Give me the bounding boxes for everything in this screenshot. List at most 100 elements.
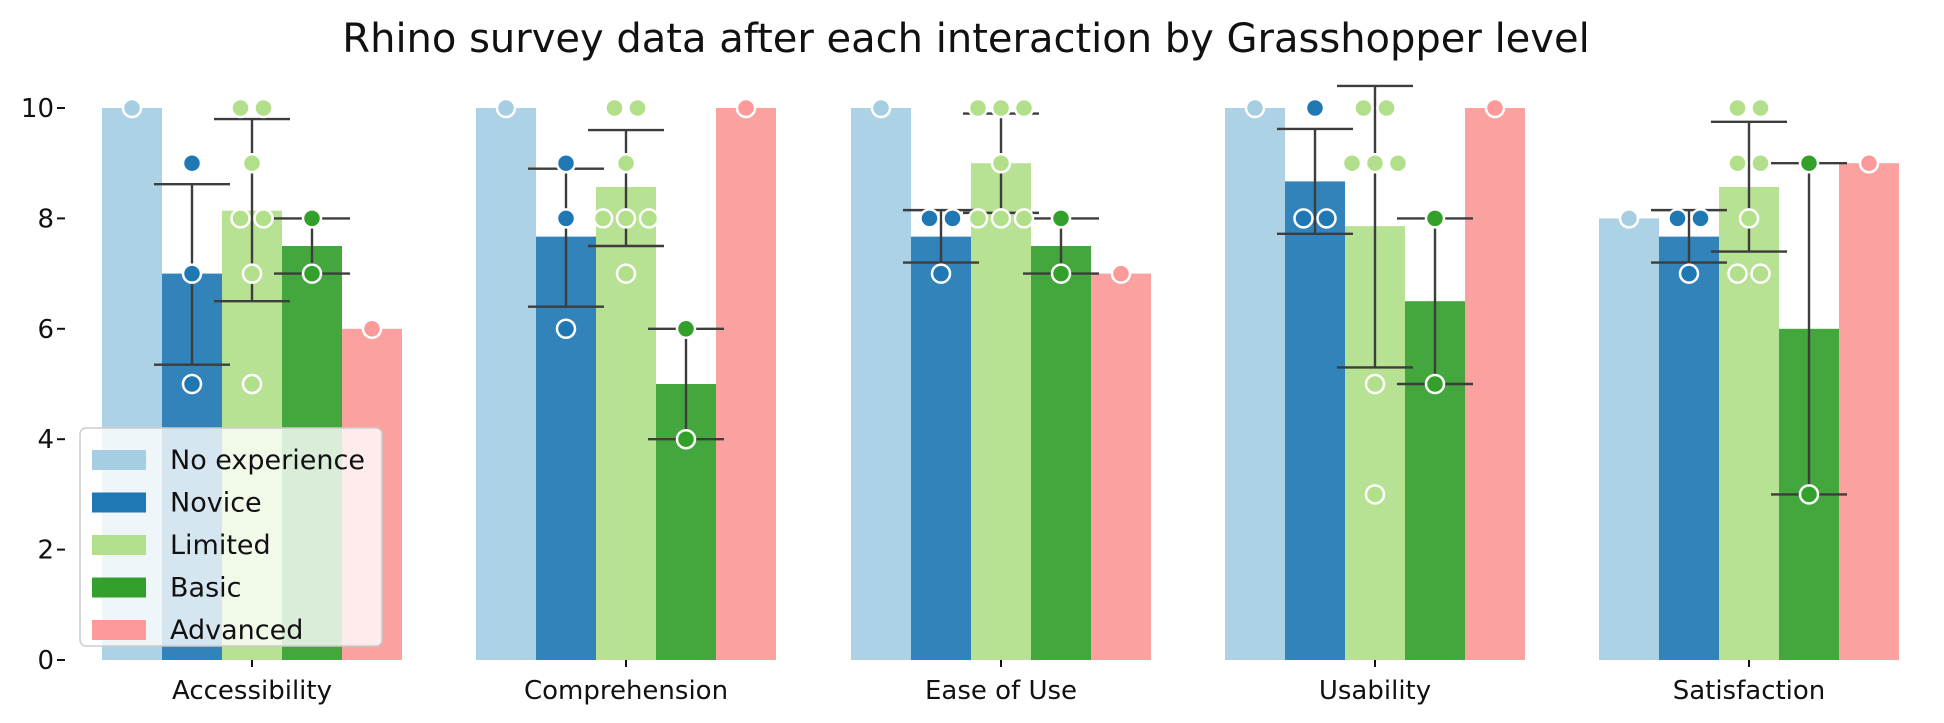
data-point [990,152,1012,174]
data-point [555,318,577,340]
legend-swatch [92,492,146,513]
bar [1465,108,1525,660]
data-point [1727,97,1748,119]
data-point [675,318,697,340]
data-point [495,97,517,119]
bar [1839,163,1899,660]
data-point [241,373,263,395]
data-point [241,152,263,174]
data-point [230,208,251,229]
data-point [555,152,577,174]
bar [851,108,911,660]
data-point [1050,208,1072,229]
x-tick-label: Accessibility [172,676,332,706]
x-tick-label: Usability [1319,676,1431,706]
data-point [615,152,637,174]
data-point [627,97,648,119]
data-point [181,373,203,395]
bar [971,163,1031,660]
data-point [253,97,274,119]
data-point [967,208,989,229]
data-point [121,97,143,119]
y-tick-label: 10 [21,94,54,124]
data-point [1316,208,1337,229]
x-tick-label: Comprehension [524,676,728,706]
data-point [181,152,203,174]
data-point [1750,97,1771,119]
y-tick-label: 6 [37,315,54,345]
data-point [930,263,952,284]
bar [596,186,656,660]
data-point [1353,97,1374,119]
legend-label: Advanced [170,615,303,646]
bar [1091,273,1151,660]
data-point [1364,373,1386,395]
x-tick-label: Satisfaction [1673,676,1826,706]
y-tick-label: 8 [37,204,54,234]
data-point [181,263,203,284]
data-point [1750,152,1771,174]
data-point [230,97,251,119]
data-point [1727,263,1748,284]
legend: No experience Novice Limited Basic Advanced [79,427,383,647]
data-point [1341,152,1363,174]
legend-label: No experience [170,445,365,476]
data-point [1618,208,1640,229]
legend-label: Limited [170,530,271,561]
bar [476,108,536,660]
data-point [990,97,1012,119]
points-layer [121,97,1880,505]
data-point [942,208,963,229]
legend-label: Novice [170,488,262,519]
data-point [638,208,660,229]
legend-swatch [92,577,146,598]
data-point [555,208,577,229]
bar [1719,186,1779,660]
legend-swatch [92,450,146,470]
x-axis: Accessibility Comprehension Ease of Use Usa… [172,660,1825,706]
legend-swatch [92,620,146,640]
data-point [1750,263,1771,284]
data-point [1110,263,1132,284]
data-point [1678,263,1700,284]
data-point [253,208,274,229]
data-point [1304,97,1326,119]
y-tick-label: 0 [37,646,54,676]
y-axis: 0 2 4 6 8 10 [21,94,65,676]
bar [1031,246,1091,660]
data-point [1858,152,1880,174]
bar [1659,236,1719,660]
data-point [735,97,757,119]
y-tick-label: 2 [37,536,54,566]
data-point [919,208,940,229]
bar [716,108,776,660]
data-point [1484,97,1506,119]
data-point [1667,208,1688,229]
chart-title: Rhino survey data after each interaction… [342,16,1589,62]
y-tick-label: 4 [37,425,54,455]
x-tick-label: Ease of Use [925,676,1077,706]
data-point [967,97,989,119]
data-point [615,208,637,229]
data-point [1244,97,1266,119]
data-point [592,208,614,229]
data-point [1798,484,1820,505]
data-point [241,263,263,284]
data-point [1424,373,1446,395]
data-point [1364,484,1386,505]
data-point [301,263,323,284]
data-point [615,263,637,284]
data-point [1293,208,1314,229]
legend-label: Basic [170,573,241,604]
data-point [1798,152,1820,174]
data-point [675,428,697,450]
legend-box [79,427,383,647]
data-point [1013,97,1035,119]
data-point [1364,152,1386,174]
data-point [1424,208,1446,229]
data-point [604,97,625,119]
data-point [301,208,323,229]
bar [911,236,971,660]
data-point [990,208,1012,229]
